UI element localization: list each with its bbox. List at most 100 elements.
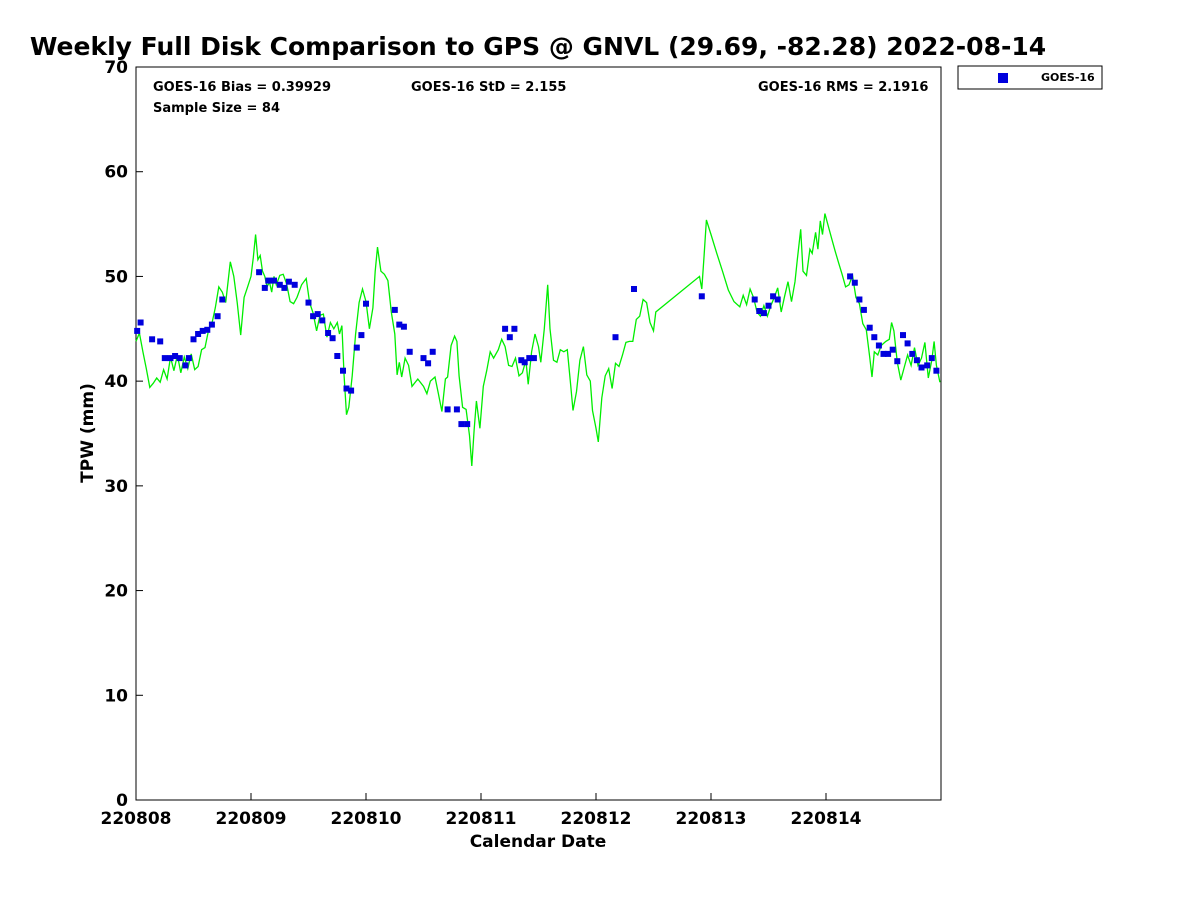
goes16-data-point (358, 332, 365, 339)
goes16-data-point (256, 269, 263, 276)
goes16-data-point (770, 293, 777, 300)
goes16-data-point (530, 355, 537, 362)
x-tick-label: 220809 (216, 809, 287, 829)
plot-area: 0 10 20 30 40 50 60 70 220808 220809 220810 220811… (101, 58, 942, 829)
y-tick-label: 40 (104, 372, 128, 392)
stat-bias: GOES-16 Bias = 0.39929 (153, 80, 331, 95)
goes16-data-point (214, 313, 221, 320)
goes16-data-point (391, 306, 398, 313)
goes16-data-point (885, 350, 892, 357)
goes16-data-point (880, 350, 887, 357)
legend: GOES-16 (957, 65, 1103, 90)
goes16-data-point (190, 336, 197, 343)
x-tick-label: 220810 (331, 809, 402, 829)
stat-sample-size: Sample Size = 84 (153, 101, 280, 116)
goes16-data-point (933, 367, 940, 374)
goes16-data-point (340, 367, 346, 374)
goes16-data-point (276, 281, 283, 288)
goes16-data-point (285, 278, 292, 285)
goes16-data-point (464, 421, 471, 428)
legend-box (957, 65, 1103, 90)
y-axis: 0 10 20 30 40 50 60 70 (104, 58, 143, 811)
chart-title: Weekly Full Disk Comparison to GPS @ GNV… (30, 32, 1046, 61)
gps-series-line (135, 213, 941, 467)
goes16-data-point (521, 359, 528, 366)
goes16-data-point (271, 277, 277, 284)
goes16-data-point (325, 330, 332, 336)
goes16-data-point (343, 385, 350, 392)
goes16-data-point (511, 325, 518, 332)
goes16-data-point (866, 324, 873, 331)
goes16-data-point (894, 358, 901, 365)
goes16-data-point (458, 421, 465, 428)
goes16-data-point (502, 325, 509, 332)
goes16-data-point (291, 281, 298, 288)
y-tick-label: 50 (104, 267, 128, 287)
goes16-data-point (751, 296, 758, 303)
plot-frame (135, 66, 942, 801)
goes16-data-point (518, 357, 525, 364)
goes16-data-point (208, 321, 215, 328)
x-tick-label: 220808 (101, 809, 172, 829)
goes16-data-point (185, 355, 192, 362)
goes16-data-point (909, 350, 916, 357)
goes16-data-point (363, 300, 369, 307)
goes16-data-point (176, 355, 183, 362)
goes16-data-point (348, 387, 355, 394)
goes16-data-point (904, 340, 911, 347)
goes16-data-point (353, 344, 360, 351)
goes16-data-point (631, 286, 637, 292)
goes16-data-point (425, 360, 432, 367)
goes16-data-point (314, 311, 321, 318)
goes16-data-point (760, 310, 767, 317)
goes16-data-point (756, 308, 763, 314)
goes16-data-point (281, 284, 288, 291)
legend-marker-goes16 (998, 73, 1008, 83)
goes16-data-point (765, 302, 772, 309)
goes16-data-point (172, 353, 179, 359)
goes16-data-point (506, 334, 513, 341)
goes16-data-point (429, 348, 436, 355)
stat-rms: GOES-16 RMS = 2.1916 (758, 80, 928, 95)
goes16-data-point (265, 277, 272, 284)
goes16-data-point (310, 313, 317, 320)
stat-std: GOES-16 StD = 2.155 (411, 80, 566, 95)
goes16-data-point (526, 355, 533, 362)
goes16-data-point (134, 327, 141, 334)
goes16-data-point (400, 323, 407, 330)
y-tick-label: 10 (104, 686, 128, 706)
x-tick-label: 220814 (791, 809, 862, 829)
x-tick-label: 220811 (446, 809, 517, 829)
goes16-data-point (149, 336, 156, 343)
goes16-data-point (261, 284, 268, 291)
x-axis-label: Calendar Date (470, 832, 607, 852)
goes16-data-point (406, 348, 413, 355)
goes16-data-point (334, 353, 341, 359)
goes16-data-point (875, 342, 882, 349)
y-tick-label: 70 (104, 58, 128, 78)
x-tick-label: 220812 (561, 809, 632, 829)
goes16-data-point (204, 326, 211, 333)
y-tick-label: 60 (104, 163, 128, 183)
goes16-data-point (900, 332, 906, 339)
goes16-data-point (182, 362, 189, 369)
goes16-data-point (612, 334, 619, 341)
y-axis-label: TPW (mm) (78, 383, 98, 483)
goes16-data-point (396, 321, 403, 328)
goes16-data-point (420, 355, 427, 362)
y-tick-label: 0 (116, 791, 128, 811)
x-axis: 220808 220809 220810 220811 220812 220813 2208… (101, 793, 862, 829)
goes16-data-point (918, 364, 925, 371)
goes16-data-point (860, 306, 867, 313)
goes16-data-point (161, 355, 168, 362)
goes16-data-point (199, 327, 206, 334)
goes16-data-point (137, 319, 144, 326)
goes16-data-point (928, 355, 935, 362)
goes16-data-point (856, 296, 863, 303)
goes16-data-point (851, 279, 858, 286)
goes16-data-point (219, 296, 226, 303)
legend-label-goes16: GOES-16 (1041, 71, 1095, 84)
goes16-data-point (871, 334, 878, 341)
goes16-data-point (305, 299, 312, 306)
